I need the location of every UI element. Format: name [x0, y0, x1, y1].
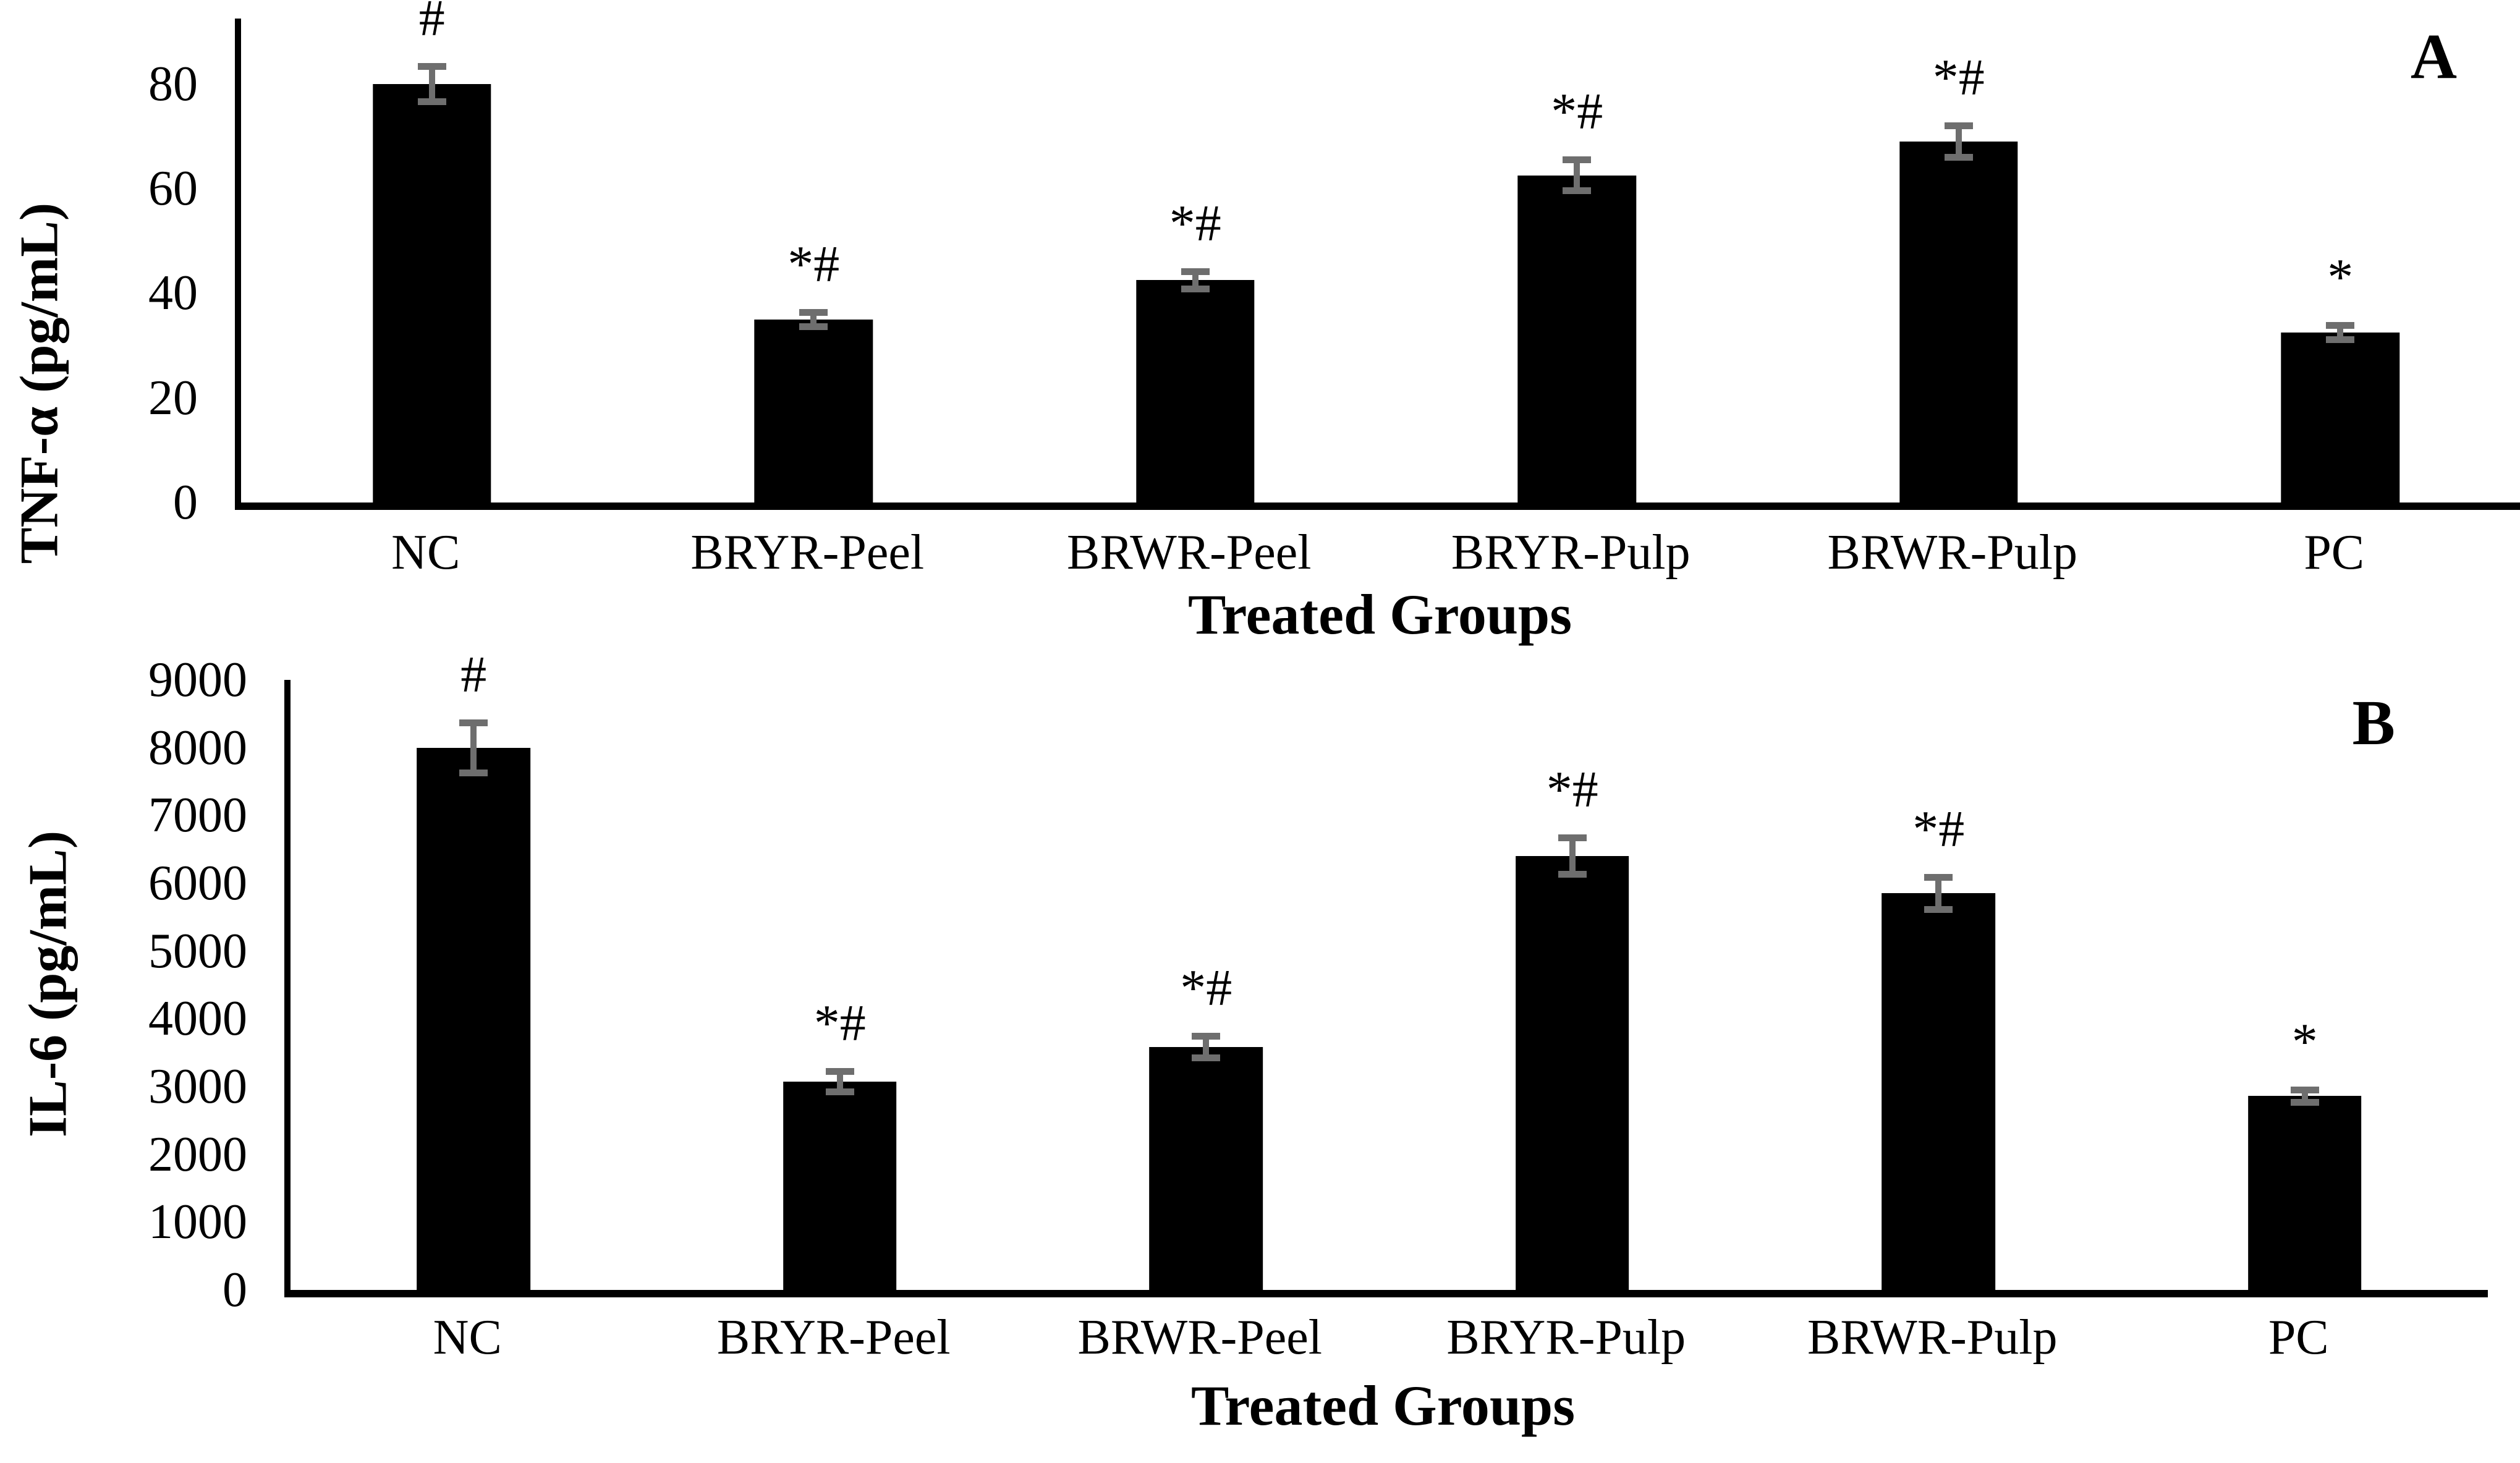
panel-b-bar-brwr-pulp	[1882, 893, 1996, 1290]
panel-a-significance-bryr-peel: *#	[787, 235, 840, 293]
panel-b-xtick-pc: PC	[2268, 1310, 2329, 1365]
panel-a-xtick-nc: NC	[391, 525, 460, 580]
panel-a-slot-brwr-peel: *#	[1004, 19, 1386, 503]
panel-b-significance-brwr-pulp: *#	[1912, 800, 1965, 858]
panel-a-xtick-pc: PC	[2304, 525, 2365, 580]
panel-b-ytick-2000: 2000	[148, 1127, 247, 1182]
panel-b-ytick-4000: 4000	[148, 991, 247, 1046]
panel-b-xtick-bryr-pulp: BRYR-Pulp	[1446, 1310, 1686, 1365]
panel-a-xtick-bryr-pulp: BRYR-Pulp	[1451, 525, 1691, 580]
panel-b-ytick-1000: 1000	[148, 1195, 247, 1250]
panel-a-significance-brwr-peel: *#	[1169, 194, 1221, 252]
panel-a-x-ticks: NC BRYR-Peel BRWR-Peel BRYR-Pulp BRWR-Pulp PC	[235, 527, 2520, 579]
panel-a-ytick-40: 40	[148, 266, 198, 321]
panel-a-bar-brwr-peel	[1136, 280, 1255, 503]
panel-a-x-axis-title: Treated Groups	[1187, 583, 1572, 646]
panel-a-significance-brwr-pulp: *#	[1932, 48, 1985, 106]
panel-b-slot-pc: *	[2122, 680, 2488, 1290]
panel-b-bar-pc	[2247, 1096, 2362, 1290]
panel-b-significance-brwr-peel: *#	[1180, 959, 1232, 1017]
panel-b-bar-nc	[417, 747, 531, 1290]
panel-a-xtick-bryr-peel: BRYR-Peel	[690, 525, 925, 580]
panel-b-x-axis-title: Treated Groups	[1190, 1374, 1576, 1437]
panel-a-slot-brwr-pulp: *#	[1768, 19, 2150, 503]
panel-b-slot-bryr-peel: *#	[657, 680, 1024, 1290]
panel-b-xtick-bryr-peel: BRYR-Peel	[716, 1310, 951, 1365]
panel-b-significance-bryr-pulp: *#	[1546, 761, 1598, 819]
panel-a-bar-bryr-pulp	[1517, 175, 1636, 503]
panel-a-significance-pc: *	[2327, 248, 2354, 306]
panel-b-ytick-0: 0	[223, 1263, 247, 1317]
panel-b-xtick-brwr-pulp: BRWR-Pulp	[1807, 1310, 2058, 1365]
panel-b-ytick-7000: 7000	[148, 788, 247, 843]
panel-a-xtick-brwr-pulp: BRWR-Pulp	[1827, 525, 2078, 580]
panel-a-xtick-brwr-peel: BRWR-Peel	[1066, 525, 1312, 580]
panel-b-bars: # *# *# *# *# *	[291, 648, 2488, 1290]
panel-a-letter: A	[2410, 21, 2457, 92]
panel-b-xtick-nc: NC	[433, 1310, 502, 1365]
panel-a-slot-pc: *	[2150, 19, 2520, 503]
panel-b-ytick-3000: 3000	[148, 1059, 247, 1114]
panel-a-significance-bryr-pulp: *#	[1551, 83, 1603, 141]
panel-a-plot-area: # *# *# *# *# * A	[235, 0, 2520, 510]
panel-b-slot-nc: #	[291, 648, 657, 1290]
panel-b-x-ticks: NC BRYR-Peel BRWR-Peel BRYR-Pulp BRWR-Pulp PC	[284, 1312, 2482, 1363]
panel-b-xtick-brwr-peel: BRWR-Peel	[1077, 1310, 1323, 1365]
panel-a-bar-brwr-pulp	[1899, 141, 2018, 503]
panel-b-bar-bryr-peel	[783, 1082, 897, 1290]
panel-a-bar-pc	[2281, 332, 2399, 503]
panel-b-ytick-9000: 9000	[148, 653, 247, 707]
panel-a-bar-bryr-peel	[754, 319, 873, 503]
panel-b-significance-nc: #	[460, 645, 487, 703]
panel-b-slot-bryr-pulp: *#	[1389, 680, 1756, 1290]
panel-b-plot-area: # *# *# *# *# * B	[284, 648, 2488, 1297]
panel-a-bar-nc	[373, 83, 491, 503]
panel-b-ytick-6000: 6000	[148, 856, 247, 910]
panel-b-significance-pc: *	[2291, 1013, 2318, 1071]
panel-b-ytick-5000: 5000	[148, 923, 247, 978]
panel-a-ytick-0: 0	[173, 475, 198, 530]
panel-b-bar-bryr-pulp	[1515, 856, 1629, 1290]
panel-a-bars: # *# *# *# *# *	[241, 0, 2520, 503]
panel-b-letter: B	[2352, 687, 2395, 758]
panel-a-slot-bryr-pulp: *#	[1386, 19, 1768, 503]
panel-a-slot-nc: #	[241, 0, 623, 503]
panel-b-significance-bryr-peel: *#	[813, 994, 866, 1053]
panel-b-ytick-8000: 8000	[148, 720, 247, 775]
panel-a-ytick-20: 20	[148, 370, 198, 425]
panel-a-ytick-80: 80	[148, 56, 198, 111]
panel-b-slot-brwr-peel: *#	[1023, 680, 1389, 1290]
panel-a-slot-bryr-peel: *#	[623, 19, 1005, 503]
panel-a-significance-nc: #	[418, 0, 445, 47]
panel-b-bar-brwr-peel	[1149, 1047, 1263, 1290]
panel-a-ytick-60: 60	[148, 161, 198, 216]
panel-b-slot-brwr-pulp: *#	[1755, 680, 2122, 1290]
